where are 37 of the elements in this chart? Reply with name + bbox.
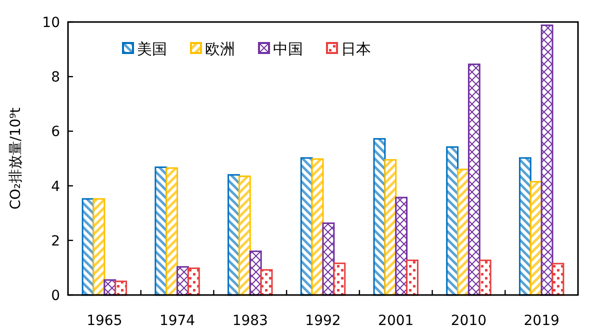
bar <box>238 175 251 296</box>
bar <box>384 159 397 296</box>
bar <box>468 64 480 296</box>
legend-label: 日本 <box>341 40 371 58</box>
bar <box>114 280 128 296</box>
y-tick-label: 10 <box>42 15 60 31</box>
x-tick-label: 2010 <box>450 313 487 327</box>
bar <box>187 267 200 296</box>
bar <box>249 250 262 296</box>
legend-label: 中国 <box>273 40 303 58</box>
bar <box>395 196 408 296</box>
x-tick-label: 1983 <box>232 313 268 327</box>
x-tick-label: 1965 <box>86 313 122 327</box>
bar <box>333 262 346 296</box>
bar <box>406 260 418 296</box>
bar <box>518 157 532 296</box>
legend-label: 欧洲 <box>205 40 235 58</box>
bar <box>322 222 335 296</box>
bar <box>552 262 564 296</box>
legend-label: 美国 <box>137 40 167 58</box>
bar <box>478 260 492 296</box>
y-tick-label: 4 <box>51 178 60 195</box>
y-tick-label: 0 <box>51 288 60 304</box>
y-tick-label: 8 <box>51 70 60 86</box>
bar <box>446 146 459 296</box>
bar <box>92 198 106 296</box>
bar <box>166 167 178 296</box>
x-tick-label: 2001 <box>378 313 414 327</box>
bar <box>540 24 554 296</box>
y-tick-label: 6 <box>51 124 60 140</box>
bar <box>311 158 324 296</box>
y-axis-title: CO₂排放量/10⁹t <box>8 106 24 210</box>
y-tick-label: 2 <box>51 233 60 250</box>
x-tick-label: 1974 <box>159 313 196 327</box>
bar <box>260 269 273 296</box>
x-tick-label: 2019 <box>524 313 560 327</box>
x-tick-label: 1992 <box>305 313 341 327</box>
